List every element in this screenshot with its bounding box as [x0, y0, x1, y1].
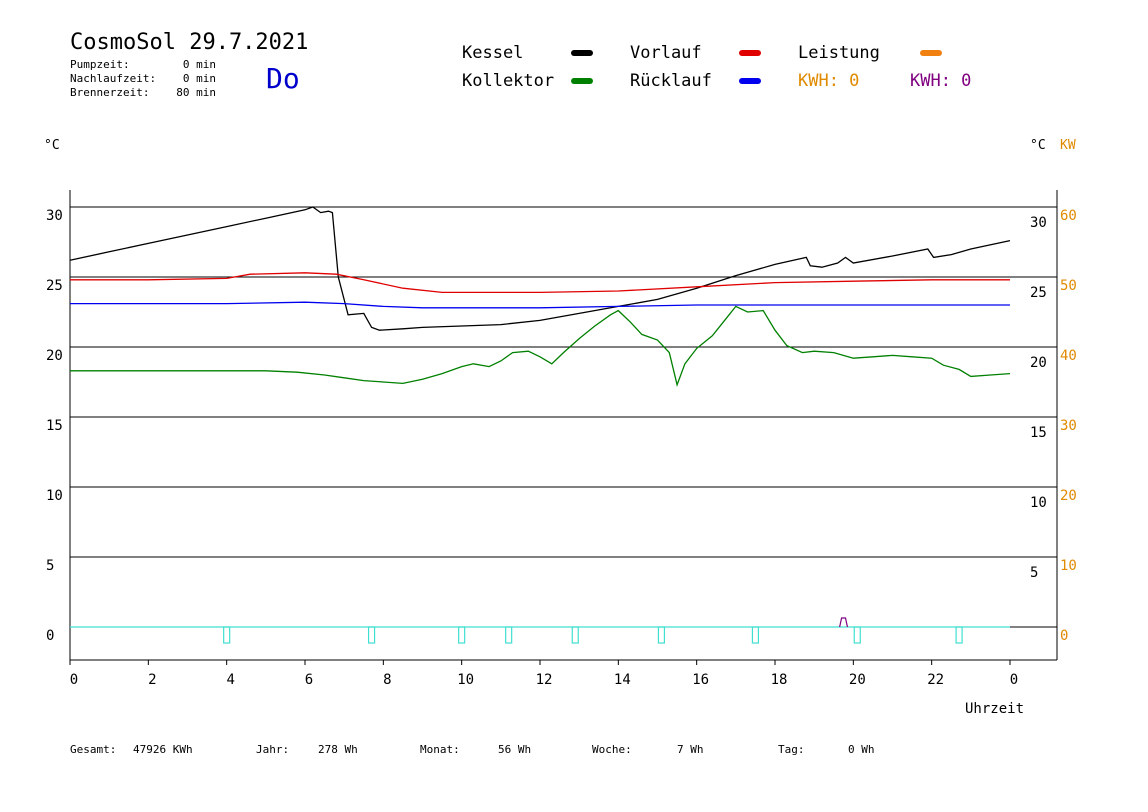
- x-tick-label: 16: [692, 672, 709, 688]
- x-tick-label: 4: [226, 672, 234, 688]
- weekday-label: Do: [266, 62, 300, 95]
- y-tick-right-kw: 60: [1060, 208, 1077, 224]
- right-axis-unit-c: °C: [1030, 138, 1046, 153]
- legend-kessel-label: Kessel: [462, 43, 524, 63]
- x-tick-label: 20: [849, 672, 866, 688]
- series-kollektor-line: [70, 305, 1011, 388]
- legend-vorlauf-label: Vorlauf: [630, 43, 702, 63]
- x-tick-label: 10: [457, 672, 474, 688]
- footer-value: 0 Wh: [848, 743, 875, 756]
- legend-kwh-orange: KWH: 0: [798, 71, 860, 91]
- x-tick-label: 18: [771, 672, 788, 688]
- x-tick-label: 8: [383, 672, 391, 688]
- y-tick-right-c: 20: [1030, 355, 1047, 371]
- stat-label: Nachlaufzeit:: [70, 72, 157, 85]
- y-tick-right-c: 10: [1030, 495, 1047, 511]
- x-tick-label: 12: [536, 672, 553, 688]
- y-tick-right-c: 5: [1030, 565, 1038, 581]
- chart-title: CosmoSol 29.7.2021: [70, 30, 309, 55]
- y-tick-right-kw: 0: [1060, 628, 1068, 644]
- y-tick-right-kw: 40: [1060, 348, 1077, 364]
- footer-value: 47926 KWh: [133, 743, 193, 756]
- stat-label: Pumpzeit:: [70, 58, 130, 71]
- y-tick-left: 30: [46, 208, 63, 224]
- legend-ruecklauf-swatch: [739, 78, 761, 84]
- x-tick-label: 2: [148, 672, 156, 688]
- y-tick-right-kw: 20: [1060, 488, 1077, 504]
- x-tick-label: 22: [927, 672, 944, 688]
- footer-value: 7 Wh: [677, 743, 704, 756]
- footer-label: Woche:: [592, 743, 632, 756]
- left-axis-unit: °C: [44, 138, 60, 153]
- y-tick-left: 0: [46, 628, 54, 644]
- legend-kwh-purple: KWH: 0: [910, 71, 972, 91]
- legend-kollektor-swatch: [571, 78, 593, 84]
- legend-leistung-swatch: [920, 50, 942, 56]
- leistung-pulse: [571, 626, 579, 644]
- stat-value: 80 min: [176, 86, 216, 99]
- y-tick-right-c: 25: [1030, 285, 1047, 301]
- footer-value: 56 Wh: [498, 743, 532, 756]
- y-tick-right-c: 30: [1030, 215, 1047, 231]
- y-tick-left: 10: [46, 488, 63, 504]
- leistung-pulse: [223, 626, 231, 644]
- legend-vorlauf-swatch: [739, 50, 761, 56]
- leistung-pulse: [853, 626, 861, 644]
- leistung-pulse: [955, 626, 963, 644]
- x-tick-label: 6: [305, 672, 313, 688]
- y-tick-left: 5: [46, 558, 54, 574]
- legend-kessel-swatch: [571, 50, 593, 56]
- footer-label: Monat:: [420, 743, 460, 756]
- y-tick-left: 25: [46, 278, 63, 294]
- y-tick-left: 20: [46, 348, 63, 364]
- y-tick-right-c: 15: [1030, 425, 1047, 441]
- y-tick-left: 15: [46, 418, 63, 434]
- footer-label: Jahr:: [256, 743, 290, 756]
- stat-value: 0 min: [182, 72, 216, 85]
- x-tick-label: 14: [614, 672, 631, 688]
- footer-value: 278 Wh: [318, 743, 358, 756]
- x-tick-label: 0: [1010, 672, 1018, 688]
- footer-label: Gesamt:: [70, 743, 117, 756]
- leistung-pulse: [505, 626, 513, 644]
- y-tick-right-kw: 50: [1060, 278, 1077, 294]
- legend-ruecklauf-label: Rücklauf: [630, 71, 712, 91]
- footer-label: Tag:: [778, 743, 805, 756]
- leistung-pulse: [751, 626, 760, 644]
- legend-kollektor-label: Kollektor: [462, 71, 555, 91]
- leistung-pulse: [367, 626, 376, 644]
- x-axis-label: Uhrzeit: [965, 701, 1025, 717]
- leistung-pulse: [657, 626, 666, 644]
- series-rcklauf-line: [70, 301, 1010, 309]
- legend-leistung-label: Leistung: [798, 43, 880, 63]
- x-tick-label: 0: [70, 672, 78, 688]
- y-tick-right-kw: 10: [1060, 558, 1077, 574]
- stat-label: Brennerzeit:: [70, 86, 150, 99]
- kwh-spike: [839, 617, 849, 628]
- series-vorlauf-line: [70, 272, 1010, 294]
- stat-value: 0 min: [182, 58, 216, 71]
- right-axis-unit-kw: KW: [1060, 138, 1076, 153]
- leistung-pulse: [458, 626, 466, 644]
- series-kessel-line: [69, 206, 1011, 331]
- y-tick-right-kw: 30: [1060, 418, 1077, 434]
